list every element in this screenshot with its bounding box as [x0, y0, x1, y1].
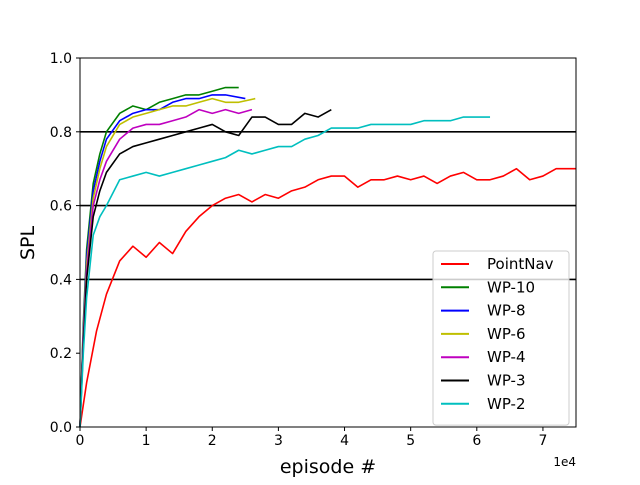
x-axis-offset-label: 1e4: [553, 455, 576, 469]
y-tick-label: 0.8: [50, 125, 72, 141]
y-tick-label: 0.2: [50, 346, 72, 362]
series-layer: [79, 86, 576, 428]
series-line-pointnav: [79, 167, 576, 428]
x-tick-label: 0: [76, 433, 85, 449]
legend-label: WP-10: [487, 278, 535, 296]
plot-frame: [79, 57, 577, 428]
x-tick-label: 3: [274, 433, 283, 449]
y-tick-label: 1.0: [50, 51, 72, 67]
series-line-wp-2: [79, 116, 491, 428]
y-tick-label: 0.0: [50, 420, 72, 436]
series-line-wp-6: [79, 97, 256, 428]
y-tick-label: 0.4: [50, 272, 72, 288]
legend: PointNav WP-10 WP-8 WP-6 WP-4 WP-3 WP-2: [432, 250, 570, 426]
series-line-wp-3: [79, 108, 332, 428]
legend-label: WP-2: [487, 395, 526, 413]
legend-label: WP-8: [487, 302, 526, 320]
legend-label: WP-3: [487, 372, 526, 390]
series-line-wp-8: [79, 94, 246, 428]
y-axis-ticks: 0.0 0.2 0.4 0.6 0.8 1.0: [50, 51, 80, 436]
y-tick-label: 0.6: [50, 199, 72, 215]
x-axis-ticks: 0 1 2 3 4 5 6 7: [76, 427, 547, 449]
x-tick-label: 4: [340, 433, 349, 449]
x-axis-label: episode #: [280, 456, 376, 478]
x-tick-label: 5: [406, 433, 415, 449]
y-axis-label: SPL: [17, 226, 39, 261]
x-tick-label: 6: [472, 433, 481, 449]
x-tick-label: 7: [538, 433, 547, 449]
legend-box: [432, 250, 570, 426]
legend-label: WP-4: [487, 348, 526, 366]
x-tick-label: 1: [142, 433, 151, 449]
x-tick-label: 2: [208, 433, 217, 449]
series-line-wp-4: [79, 108, 253, 428]
legend-label: PointNav: [487, 255, 554, 273]
legend-label: WP-6: [487, 325, 526, 343]
